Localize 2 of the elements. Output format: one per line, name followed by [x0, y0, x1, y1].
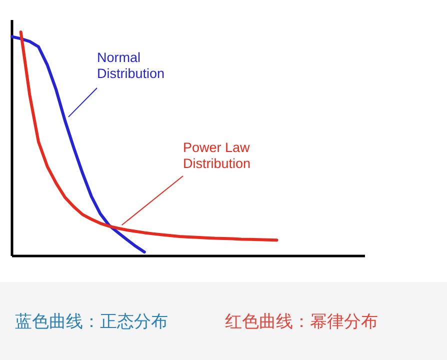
annotation: 蓝色曲线：正态分布 — [15, 312, 168, 331]
annotation: 红色曲线：幂律分布 — [225, 312, 378, 331]
